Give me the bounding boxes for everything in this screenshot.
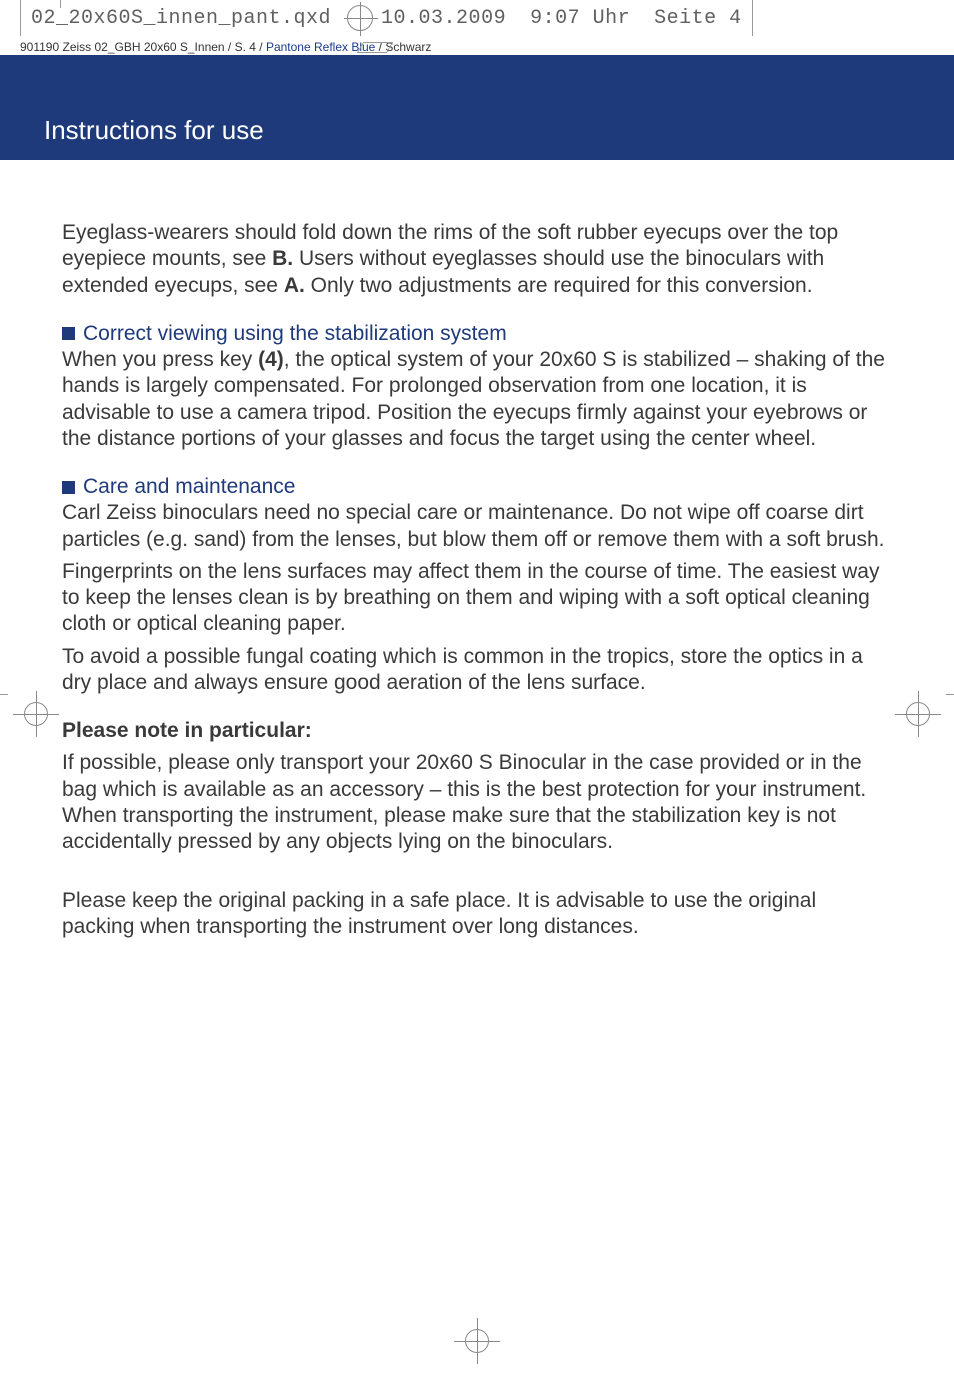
slug-swatch-icon (357, 42, 393, 53)
slug-prefix: 901190 Zeiss 02_GBH 20x60 S_Innen / S. 4… (20, 40, 266, 54)
square-bullet-icon (62, 327, 75, 340)
square-bullet-icon (62, 481, 75, 494)
registration-mark-icon (347, 5, 373, 31)
sec1-key: (4) (258, 348, 284, 371)
sec2-p2: Fingerprints on the lens surfaces may af… (62, 559, 892, 638)
registration-mark-left-icon (18, 696, 54, 732)
sec1-text-a: When you press key (62, 348, 258, 371)
proof-page: Seite 4 (654, 7, 742, 30)
proof-date: 10.03.2009 (381, 7, 506, 30)
section-stabilization: Correct viewing using the stabilization … (62, 321, 892, 452)
print-proof-header: 02_20x60S_innen_pant.qxd 10.03.2009 9:07… (0, 0, 954, 36)
note-heading: Please note in particular: (62, 718, 892, 744)
crop-mark-icon (946, 694, 954, 695)
sec2-p3: To avoid a possible fungal coating which… (62, 644, 892, 697)
intro-text-c: Only two adjustments are required for th… (305, 274, 813, 297)
registration-mark-bottom-icon (459, 1323, 495, 1359)
sec2-p1: Carl Zeiss binoculars need no special ca… (62, 500, 892, 553)
crop-mark-icon (60, 0, 61, 8)
proof-time: 9:07 Uhr (530, 7, 630, 30)
sec3-p1: If possible, please only transport your … (62, 750, 892, 855)
section-heading: Correct viewing using the stabilization … (62, 321, 892, 347)
ref-b: B. (272, 247, 293, 270)
vertical-rule (752, 0, 753, 36)
body-content: Eyeglass-wearers should fold down the ri… (62, 220, 892, 962)
page-title: Instructions for use (44, 115, 264, 146)
heading-text: Care and maintenance (83, 474, 295, 500)
crop-mark-icon (0, 694, 8, 695)
proof-filename: 02_20x60S_innen_pant.qxd (31, 7, 331, 30)
ref-a: A. (284, 274, 305, 297)
vertical-rule (20, 0, 21, 36)
section-heading: Care and maintenance (62, 474, 892, 500)
heading-text: Correct viewing using the stabilization … (83, 321, 507, 347)
section-care: Care and maintenance Carl Zeiss binocula… (62, 474, 892, 696)
sec3-p2: Please keep the original packing in a sa… (62, 888, 892, 941)
registration-mark-right-icon (900, 696, 936, 732)
section-note: Please note in particular: If possible, … (62, 718, 892, 940)
title-band: Instructions for use (0, 55, 954, 160)
intro-paragraph: Eyeglass-wearers should fold down the ri… (62, 220, 892, 299)
